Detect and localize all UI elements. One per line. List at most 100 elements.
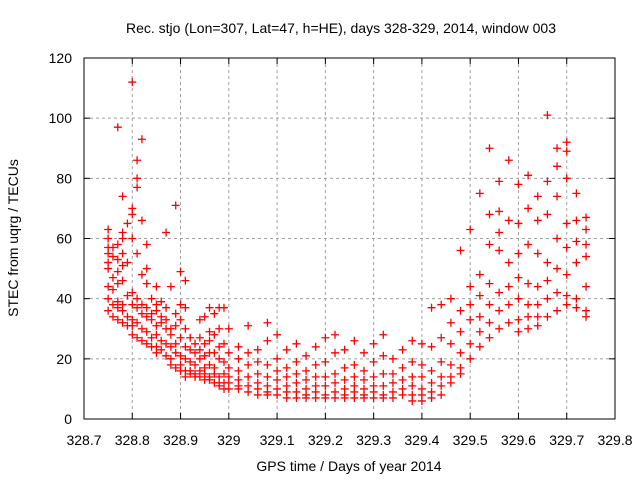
data-point (128, 234, 137, 243)
data-point (524, 240, 533, 249)
data-point (133, 294, 142, 303)
data-point (157, 336, 166, 345)
data-point (446, 318, 455, 327)
data-point (200, 339, 209, 348)
data-point (282, 393, 291, 402)
data-point (137, 300, 146, 309)
data-point (446, 294, 455, 303)
data-point (485, 210, 494, 219)
data-point (408, 381, 417, 390)
x-tick-label: 329.6 (501, 432, 536, 448)
plot-frame (83, 57, 616, 420)
data-point (157, 345, 166, 354)
data-point (331, 348, 340, 357)
data-point (128, 288, 137, 297)
data-point (147, 333, 156, 342)
data-point (485, 240, 494, 249)
data-point (514, 249, 523, 258)
data-point (142, 327, 151, 336)
data-point (398, 345, 407, 354)
data-point (128, 78, 137, 87)
x-tick-label: 328.9 (163, 432, 198, 448)
data-point (152, 306, 161, 315)
data-point (582, 213, 591, 222)
data-point (475, 270, 484, 279)
data-point (572, 294, 581, 303)
x-tick-label: 329.1 (260, 432, 295, 448)
data-point (437, 333, 446, 342)
data-point (234, 342, 243, 351)
data-point (292, 369, 301, 378)
data-point (166, 342, 175, 351)
data-point (171, 201, 180, 210)
data-point (572, 258, 581, 267)
data-point (437, 300, 446, 309)
data-point (152, 348, 161, 357)
data-point (562, 270, 571, 279)
data-point (369, 339, 378, 348)
data-point (195, 354, 204, 363)
data-point (321, 393, 330, 402)
data-point (456, 246, 465, 255)
data-point (446, 339, 455, 348)
data-point (456, 306, 465, 315)
data-point (171, 339, 180, 348)
data-point (582, 282, 591, 291)
data-point (118, 249, 127, 258)
y-axis-label: STEC from uqrg / TECUs (5, 159, 21, 317)
data-point (215, 381, 224, 390)
data-point (572, 216, 581, 225)
data-point (408, 357, 417, 366)
data-point (582, 252, 591, 261)
data-point (359, 393, 368, 402)
data-point (176, 300, 185, 309)
data-point (427, 303, 436, 312)
data-point (263, 318, 272, 327)
data-point (195, 333, 204, 342)
data-point (118, 261, 127, 270)
data-point (210, 330, 219, 339)
data-point (253, 357, 262, 366)
data-point (533, 312, 542, 321)
data-point (446, 360, 455, 369)
data-point (224, 384, 233, 393)
data-point (142, 264, 151, 273)
data-point (475, 342, 484, 351)
data-point (205, 360, 214, 369)
data-point (123, 291, 132, 300)
data-point (504, 300, 513, 309)
data-point (533, 192, 542, 201)
axis-ticks: 328.7 328.8 328.9 329 329.1 329.2 329.3 329.4 32… (49, 50, 633, 448)
data-point (495, 228, 504, 237)
data-point (524, 279, 533, 288)
data-point (437, 390, 446, 399)
data-point (118, 276, 127, 285)
data-point (475, 312, 484, 321)
data-point (244, 387, 253, 396)
data-point (210, 348, 219, 357)
data-point (553, 288, 562, 297)
data-point (166, 330, 175, 339)
data-point (485, 333, 494, 342)
data-point (108, 243, 117, 252)
data-point (466, 225, 475, 234)
data-point (181, 354, 190, 363)
data-point (427, 378, 436, 387)
data-point (113, 279, 122, 288)
data-point (157, 297, 166, 306)
data-point (128, 321, 137, 330)
data-point (331, 378, 340, 387)
data-point (176, 315, 185, 324)
data-point (524, 204, 533, 213)
data-point (219, 369, 228, 378)
y-tick-label: 40 (56, 291, 72, 307)
data-point (427, 393, 436, 402)
data-point (466, 354, 475, 363)
data-point (205, 375, 214, 384)
data-point (176, 351, 185, 360)
data-point (437, 381, 446, 390)
data-point (417, 396, 426, 405)
data-point (292, 339, 301, 348)
data-point (253, 369, 262, 378)
